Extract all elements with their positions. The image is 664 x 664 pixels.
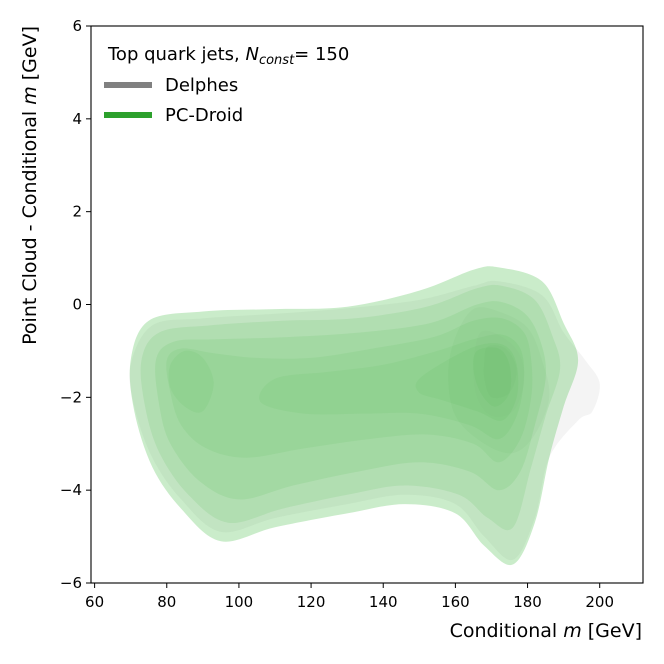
y-tick-label: −2 <box>60 388 82 406</box>
contour-level-pc-droid-4 <box>168 350 214 413</box>
y-tick-label: −4 <box>60 481 82 499</box>
legend: Top quark jets, Nconst= 150 Delphes PC-D… <box>104 44 349 126</box>
y-axis-label: Point Cloud - Conditional m [GeV] <box>19 26 41 345</box>
contour-layers <box>129 266 600 566</box>
legend-label-pc-droid: PC-Droid <box>165 105 243 126</box>
x-tick-label: 180 <box>513 593 542 611</box>
contour-level-delphes-3 <box>483 345 517 399</box>
x-axis-label: Conditional m [GeV] <box>450 620 642 642</box>
y-tick-label: 0 <box>72 296 82 314</box>
y-tick-label: 6 <box>72 17 82 35</box>
contour-level-delphes-1 <box>448 307 550 454</box>
legend-label-delphes: Delphes <box>165 75 238 96</box>
contour-level-pc-droid-1 <box>140 284 561 531</box>
legend-title: Top quark jets, Nconst= 150 <box>107 44 349 68</box>
series-pc-droid <box>129 266 579 566</box>
contour-level-delphes-2 <box>473 330 525 417</box>
x-tick-label: 100 <box>225 593 254 611</box>
y-tick-label: 4 <box>72 110 82 128</box>
contour-level-pc-droid-3 <box>166 317 533 463</box>
x-tick-label: 80 <box>157 593 176 611</box>
x-axis-ticks: 60 80 100 120 140 160 180 200 <box>85 583 614 611</box>
contour-level-pc-droid-2 <box>155 301 546 500</box>
x-tick-label: 120 <box>297 593 326 611</box>
x-tick-label: 60 <box>85 593 104 611</box>
y-tick-label: 2 <box>72 203 82 221</box>
x-tick-label: 140 <box>369 593 398 611</box>
y-tick-label: −6 <box>60 574 82 592</box>
contour-level-delphes-0 <box>129 280 600 561</box>
y-axis-ticks: −6 −4 −2 0 2 4 6 <box>60 17 91 592</box>
contour-level-pc-droid-5 <box>259 334 525 440</box>
x-tick-label: 200 <box>585 593 614 611</box>
contour-level-pc-droid-0 <box>129 266 579 566</box>
contour-level-pc-droid-6 <box>415 343 519 421</box>
x-tick-label: 160 <box>441 593 470 611</box>
series-delphes <box>129 280 600 561</box>
contour-level-pc-droid-7 <box>473 347 512 407</box>
